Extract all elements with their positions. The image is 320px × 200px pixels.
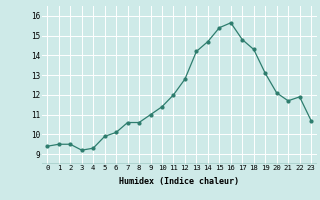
X-axis label: Humidex (Indice chaleur): Humidex (Indice chaleur) — [119, 177, 239, 186]
